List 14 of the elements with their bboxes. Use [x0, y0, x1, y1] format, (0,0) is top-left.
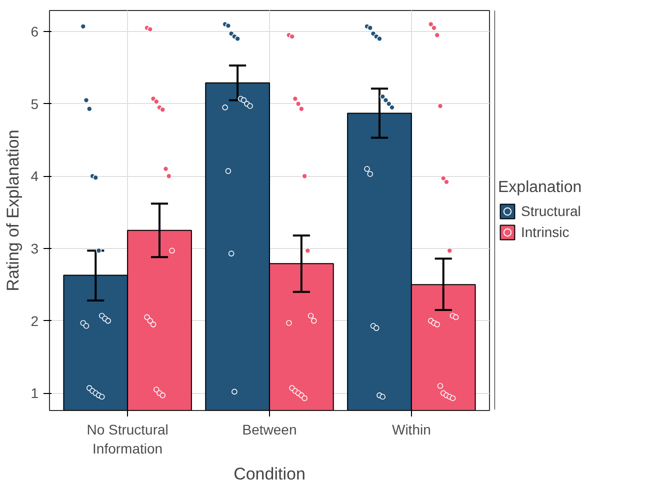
legend-label: Structural	[521, 202, 581, 218]
x-tick-label: Between	[242, 422, 297, 438]
x-tick-label: Within	[392, 422, 431, 438]
y-tick-label: 4	[30, 168, 39, 184]
legend-label: Intrinsic	[521, 224, 570, 240]
y-tick-label: 5	[30, 96, 39, 112]
x-tick-label: No Structural Information	[86, 422, 168, 457]
y-axis-title: Rating of Explanation	[4, 130, 23, 292]
y-tick-label: 6	[30, 23, 39, 40]
y-tick-label: 1	[30, 385, 39, 402]
y-tick-label: 2	[30, 312, 39, 329]
x-axis-title: Condition	[234, 464, 306, 484]
legend-title: Explanation	[498, 178, 582, 196]
y-tick-label: 3	[30, 240, 39, 256]
